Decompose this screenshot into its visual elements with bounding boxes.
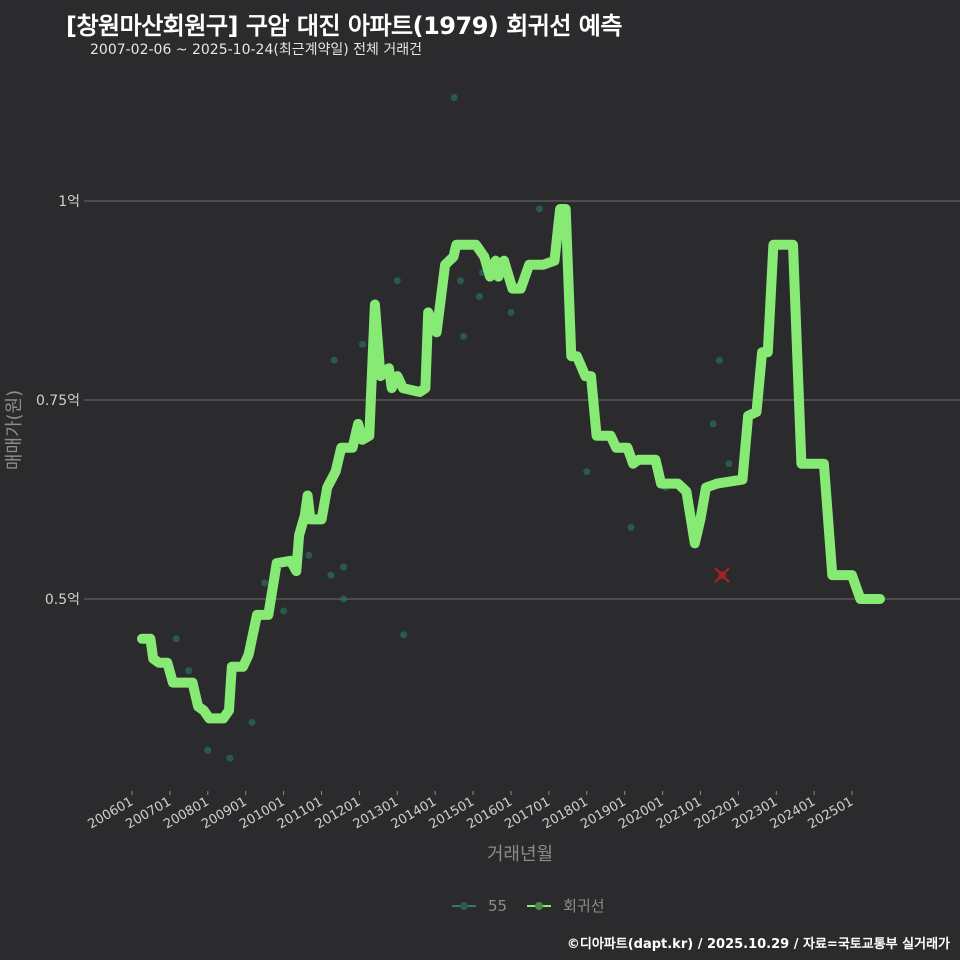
legend-key-55-icon	[452, 900, 476, 912]
scatter-point	[359, 340, 367, 348]
y-tick-label: 1억	[58, 194, 80, 210]
scatter-points	[172, 94, 733, 762]
scatter-point	[400, 631, 408, 639]
x-ticks: 2006012007012008012009012010012011012012…	[86, 791, 856, 832]
outlier-x-marker	[714, 567, 730, 583]
scatter-point	[725, 460, 733, 468]
scatter-point	[172, 635, 180, 643]
scatter-point	[261, 579, 269, 587]
scatter-point	[709, 420, 717, 428]
scatter-point	[340, 595, 348, 603]
scatter-point	[330, 356, 338, 364]
scatter-point	[248, 718, 256, 726]
scatter-point	[507, 308, 515, 316]
scatter-point	[535, 205, 543, 213]
footer-credit: ©디아파트(dapt.kr) / 2025.10.29 / 자료=국토교통부 실…	[566, 937, 950, 952]
scatter-point	[393, 277, 401, 285]
y-tick-labels: 1억 0.75억 0.5억	[36, 194, 80, 608]
scatter-point	[280, 607, 288, 615]
y-tick-label: 0.75억	[36, 393, 80, 409]
y-tick-label: 0.5억	[45, 592, 80, 608]
scatter-point	[715, 356, 723, 364]
scatter-point	[450, 94, 458, 102]
outlier-markers	[714, 567, 730, 583]
scatter-point	[627, 523, 635, 531]
scatter-point	[456, 277, 464, 285]
regression-line	[137, 204, 885, 724]
legend-item-regression: 회귀선	[527, 895, 605, 916]
y-axis-title: 매매가(원)	[4, 390, 25, 470]
legend-key-regression-icon	[527, 900, 552, 912]
scatter-point	[340, 563, 348, 571]
chart-subtitle: 2007-02-06 ~ 2025-10-24(최근계약일) 전체 거래건	[90, 42, 422, 58]
legend-item-55: 55	[452, 897, 507, 915]
y-grid	[84, 200, 960, 600]
legend-label-55: 55	[488, 896, 508, 915]
scatter-point	[204, 746, 212, 754]
scatter-point	[460, 332, 468, 340]
x-axis-title: 거래년월	[487, 844, 553, 865]
scatter-point	[327, 571, 335, 579]
chart-title: [창원마산회원구] 구암 대진 아파트(1979) 회귀선 예측	[66, 12, 622, 40]
scatter-point	[583, 468, 591, 476]
scatter-point	[185, 667, 193, 675]
legend-label-regression: 회귀선	[563, 897, 605, 915]
scatter-point	[226, 754, 234, 762]
scatter-point	[475, 293, 483, 301]
scatter-point	[305, 551, 313, 559]
legend: 55 회귀선	[452, 895, 615, 916]
